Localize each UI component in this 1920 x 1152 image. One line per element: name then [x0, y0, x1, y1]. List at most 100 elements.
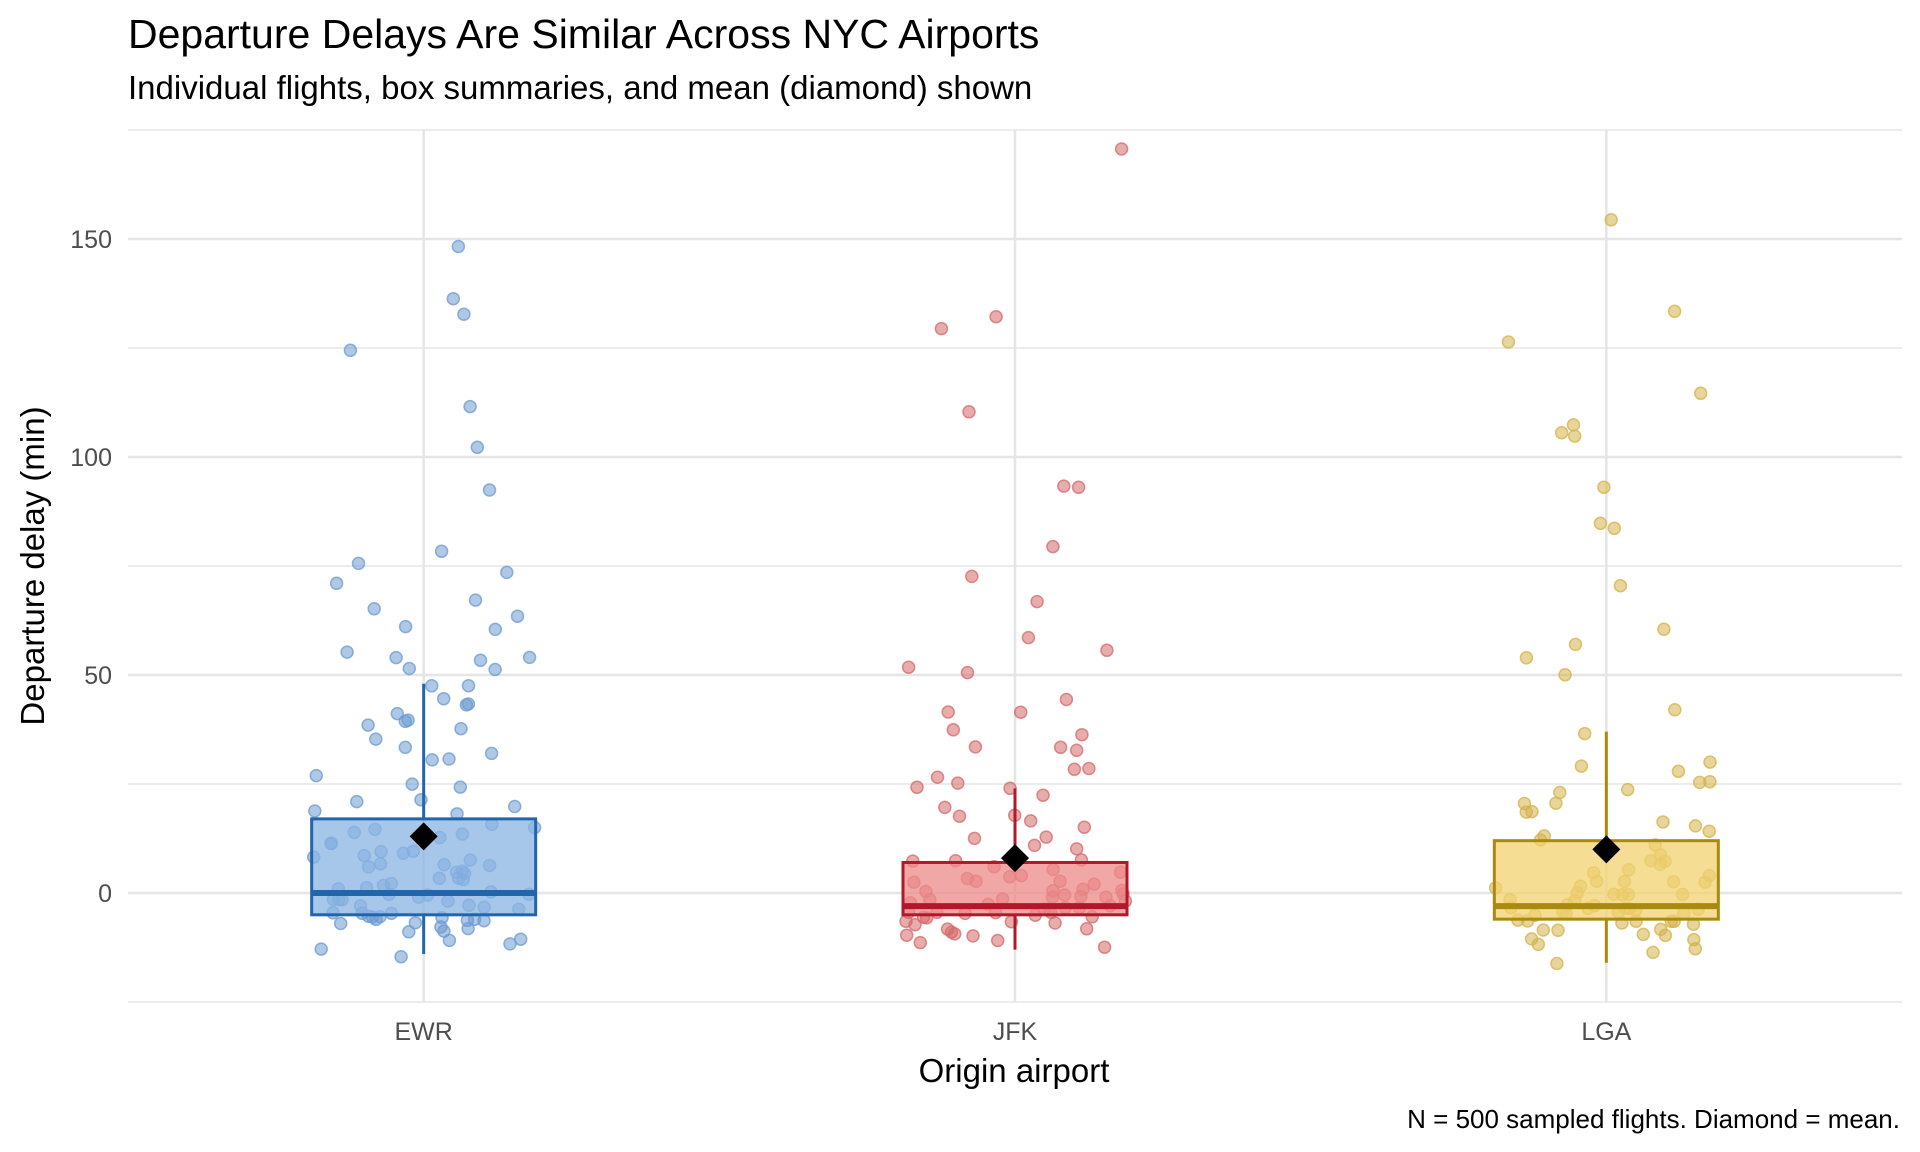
mean-diamond-jfk	[1001, 844, 1029, 873]
data-point-lga	[1671, 764, 1686, 779]
data-point-jfk	[1048, 916, 1062, 930]
data-point-ewr	[454, 721, 468, 736]
data-point-ewr	[488, 622, 503, 637]
data-point-jfk	[1003, 781, 1017, 796]
data-point-lga	[1656, 815, 1670, 829]
data-point-jfk	[1069, 842, 1084, 856]
data-point-lga	[1554, 425, 1569, 440]
data-point-ewr	[451, 239, 466, 254]
data-point-lga	[1566, 418, 1581, 432]
data-point-ewr	[343, 343, 358, 358]
data-point-ewr	[389, 650, 403, 665]
x-tick-labels: EWR JFK LGA	[395, 1018, 1632, 1046]
data-point-jfk	[1046, 539, 1060, 554]
data-point-jfk	[899, 914, 913, 929]
data-point-jfk	[1079, 922, 1094, 936]
data-point-lga	[1597, 480, 1611, 494]
data-point-ewr	[503, 937, 517, 951]
data-point-jfk	[1075, 727, 1089, 742]
data-point-jfk	[1069, 743, 1084, 758]
data-point-ewr	[470, 440, 485, 455]
data-point-jfk	[968, 740, 983, 754]
data-point-lga	[1549, 796, 1563, 810]
data-point-ewr	[402, 661, 417, 676]
data-point-jfk	[951, 776, 965, 790]
data-point-jfk	[1027, 838, 1042, 853]
data-point-jfk	[930, 770, 945, 784]
data-point-lga	[1574, 759, 1589, 773]
data-point-lga	[1501, 335, 1516, 349]
data-point-lga	[1703, 755, 1717, 769]
data-point-ewr	[477, 913, 491, 928]
data-point-ewr	[442, 933, 457, 948]
data-point-jfk	[966, 929, 980, 943]
data-point-jfk	[910, 780, 924, 795]
x-tick-label: EWR	[395, 1018, 453, 1046]
data-point-lga	[1536, 923, 1551, 937]
data-point-lga	[1525, 804, 1539, 819]
data-point-ewr	[522, 650, 537, 665]
y-axis-title: Departure delay (min)	[14, 406, 51, 725]
data-point-jfk	[899, 928, 914, 942]
data-point-ewr	[369, 732, 383, 746]
y-tick-label: 150	[70, 226, 112, 254]
data-point-ewr	[333, 916, 348, 931]
data-point-lga	[1567, 429, 1582, 443]
data-point-lga	[1693, 386, 1708, 401]
data-point-jfk	[1059, 692, 1074, 707]
data-point-ewr	[473, 653, 488, 668]
data-point-jfk	[934, 321, 949, 336]
data-point-ewr	[390, 706, 405, 721]
x-tick-label: JFK	[993, 1018, 1038, 1046]
data-point-jfk	[990, 933, 1005, 948]
data-point-lga	[1519, 651, 1534, 665]
data-point-lga	[1607, 521, 1622, 536]
data-point-ewr	[350, 794, 364, 809]
chart-title: Departure Delays Are Similar Across NYC …	[128, 11, 1040, 57]
data-point-jfk	[1097, 940, 1112, 954]
data-point-ewr	[394, 949, 408, 964]
data-point-jfk	[1071, 480, 1086, 495]
data-point-ewr	[500, 565, 514, 580]
data-point-lga	[1702, 824, 1716, 838]
data-point-ewr	[488, 662, 502, 677]
data-point-jfk	[941, 705, 955, 719]
data-point-jfk	[1100, 643, 1114, 658]
data-point-jfk	[1021, 630, 1036, 645]
data-point-ewr	[401, 713, 415, 727]
data-point-lga	[1668, 703, 1682, 717]
data-point-ewr	[398, 619, 413, 634]
data-point-jfk	[1039, 830, 1053, 844]
data-point-lga	[1667, 304, 1682, 319]
data-point-lga	[1551, 923, 1565, 938]
data-point-lga	[1531, 937, 1546, 952]
mean-diamond-lga	[1592, 835, 1621, 864]
data-point-jfk	[1030, 594, 1044, 609]
chart-subtitle: Individual flights, box summaries, and m…	[128, 69, 1033, 106]
data-point-ewr	[434, 544, 449, 559]
data-point-lga	[1646, 945, 1660, 960]
data-point-jfk	[952, 809, 967, 823]
data-point-ewr	[461, 921, 475, 936]
data-point-ewr	[408, 915, 423, 930]
data-point-ewr	[484, 746, 499, 761]
data-point-jfk	[989, 309, 1003, 324]
data-point-ewr	[414, 793, 428, 807]
data-point-lga	[1703, 774, 1717, 789]
data-point-ewr	[361, 718, 375, 732]
x-axis-title: Origin airport	[919, 1052, 1110, 1089]
data-point-ewr	[367, 602, 381, 616]
data-point-ewr	[461, 697, 476, 711]
data-point-ewr	[442, 752, 456, 766]
mean-diamond-ewr	[409, 822, 438, 851]
data-point-jfk	[947, 927, 962, 941]
y-tick-labels: 0 50 100 150	[70, 226, 112, 908]
data-point-lga	[1636, 927, 1651, 942]
data-point-ewr	[424, 679, 439, 693]
data-point-jfk	[1053, 740, 1068, 755]
y-tick-label: 50	[84, 662, 112, 690]
data-point-ewr	[340, 645, 354, 659]
data-point-lga	[1620, 782, 1635, 797]
data-point-lga	[1613, 578, 1628, 593]
